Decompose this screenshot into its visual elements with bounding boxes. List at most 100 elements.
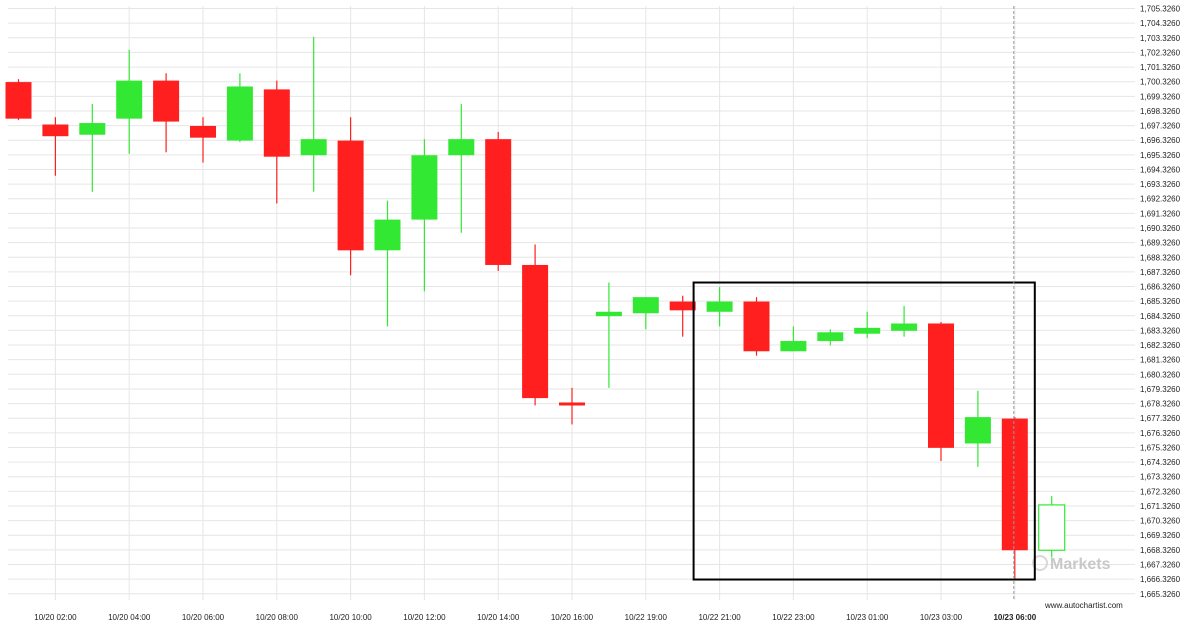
candle xyxy=(411,139,438,292)
candles xyxy=(5,36,1066,580)
y-tick-label: 1,676.3260 xyxy=(1140,429,1181,438)
y-tick-label: 1,696.3260 xyxy=(1140,136,1181,145)
y-tick-label: 1,701.3260 xyxy=(1140,63,1181,72)
y-tick-label: 1,698.3260 xyxy=(1140,107,1181,116)
overlays xyxy=(692,6,1036,600)
candle-body xyxy=(632,297,659,314)
credit-label: www.autochartist.com xyxy=(1044,601,1123,610)
y-tick-label: 1,675.3260 xyxy=(1140,443,1181,452)
watermark: Markets xyxy=(1032,555,1111,573)
candle xyxy=(928,322,954,462)
y-tick-label: 1,689.3260 xyxy=(1140,239,1181,248)
candle xyxy=(153,73,180,153)
candle-body xyxy=(1038,504,1066,551)
candle xyxy=(374,200,401,327)
candle xyxy=(300,36,327,192)
y-tick-label: 1,683.3260 xyxy=(1140,326,1181,335)
y-tick-label: 1,671.3260 xyxy=(1140,502,1181,511)
candle-body xyxy=(190,125,216,138)
candle-body xyxy=(964,417,991,444)
x-tick-label: 10/20 14:00 xyxy=(477,613,520,622)
candle xyxy=(559,387,585,425)
candle-body xyxy=(337,140,364,251)
candle xyxy=(891,305,918,337)
x-tick-label: 10/20 10:00 xyxy=(329,613,372,622)
candle xyxy=(632,297,659,330)
candle-body xyxy=(374,219,401,251)
x-tick-label: 10/23 03:00 xyxy=(920,613,963,622)
candle xyxy=(79,104,106,192)
candle xyxy=(854,311,881,339)
x-tick-label: 10/20 04:00 xyxy=(108,613,151,622)
candle xyxy=(964,390,991,467)
candle xyxy=(522,244,549,406)
candle xyxy=(485,131,512,271)
candle-body xyxy=(669,301,696,311)
candle xyxy=(706,286,733,327)
candle-body xyxy=(153,80,180,122)
y-tick-label: 1,679.3260 xyxy=(1140,385,1181,394)
watermark-text: Markets xyxy=(1050,556,1111,573)
candle-body xyxy=(79,123,106,135)
candle-body xyxy=(743,301,770,352)
candle xyxy=(337,117,364,276)
candle xyxy=(42,117,69,176)
y-tick-label: 1,670.3260 xyxy=(1140,517,1181,526)
candle xyxy=(116,49,143,154)
candle xyxy=(780,326,807,352)
y-tick-label: 1,703.3260 xyxy=(1140,34,1181,43)
x-tick-label: 10/23 01:00 xyxy=(846,613,889,622)
y-tick-label: 1,705.3260 xyxy=(1140,5,1181,14)
y-tick-label: 1,702.3260 xyxy=(1140,48,1181,57)
candle xyxy=(1001,417,1028,580)
y-tick-label: 1,686.3260 xyxy=(1140,283,1181,292)
x-tick-label: 10/20 06:00 xyxy=(182,613,225,622)
y-tick-label: 1,677.3260 xyxy=(1140,414,1181,423)
y-tick-label: 1,684.3260 xyxy=(1140,312,1181,321)
candle-body xyxy=(226,86,253,141)
y-tick-label: 1,695.3260 xyxy=(1140,151,1181,160)
y-tick-label: 1,688.3260 xyxy=(1140,253,1181,262)
y-tick-label: 1,685.3260 xyxy=(1140,297,1181,306)
y-tick-label: 1,693.3260 xyxy=(1140,180,1181,189)
y-axis: 1,665.3260 1,666.3260 1,667.3260 1,668.3260… xyxy=(1140,5,1181,599)
x-tick-label: 10/22 19:00 xyxy=(625,613,668,622)
candle xyxy=(595,282,622,388)
candle xyxy=(448,104,475,233)
candle xyxy=(743,297,770,356)
y-tick-label: 1,674.3260 xyxy=(1140,458,1181,467)
candle-body xyxy=(891,323,918,331)
candle-body xyxy=(706,301,733,312)
candle-body xyxy=(928,323,954,448)
candle xyxy=(190,117,216,163)
candle xyxy=(263,80,290,204)
candle-body xyxy=(116,80,143,119)
y-tick-label: 1,666.3260 xyxy=(1140,575,1181,584)
y-tick-label: 1,687.3260 xyxy=(1140,268,1181,277)
candle xyxy=(226,73,253,143)
candle xyxy=(669,295,696,337)
y-tick-label: 1,665.3260 xyxy=(1140,590,1181,599)
x-tick-label: 10/20 08:00 xyxy=(256,613,299,622)
y-tick-label: 1,678.3260 xyxy=(1140,400,1181,409)
candle-body xyxy=(522,264,549,399)
candle-body xyxy=(780,341,807,352)
y-tick-label: 1,700.3260 xyxy=(1140,78,1181,87)
candle-body xyxy=(42,124,69,137)
y-tick-label: 1,682.3260 xyxy=(1140,341,1181,350)
x-tick-label: 10/22 21:00 xyxy=(698,613,741,622)
candle-body xyxy=(595,311,622,317)
x-tick-label: 10/20 12:00 xyxy=(403,613,446,622)
candle-body xyxy=(263,89,290,157)
candle-body xyxy=(485,139,512,265)
y-tick-label: 1,669.3260 xyxy=(1140,531,1181,540)
candle-body xyxy=(5,82,32,119)
candle-body xyxy=(448,139,475,156)
y-tick-label: 1,667.3260 xyxy=(1140,561,1181,570)
y-tick-label: 1,673.3260 xyxy=(1140,473,1181,482)
y-tick-label: 1,699.3260 xyxy=(1140,92,1181,101)
y-tick-label: 1,668.3260 xyxy=(1140,546,1181,555)
candle xyxy=(1038,496,1066,558)
y-tick-label: 1,681.3260 xyxy=(1140,356,1181,365)
